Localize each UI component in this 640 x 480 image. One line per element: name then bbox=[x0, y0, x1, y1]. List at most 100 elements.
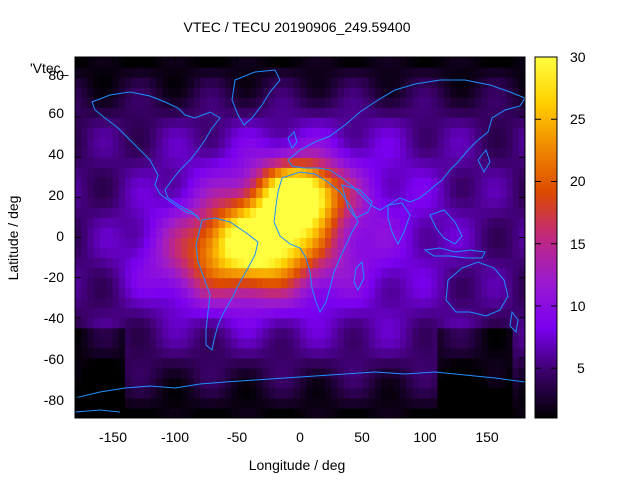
heatmap-cell bbox=[375, 147, 382, 158]
heatmap-cell bbox=[300, 67, 307, 78]
heatmap-cell bbox=[118, 297, 126, 309]
heatmap-cell bbox=[125, 247, 132, 259]
heatmap-cell bbox=[306, 137, 314, 148]
heatmap-cell bbox=[168, 387, 176, 399]
heatmap-cell bbox=[162, 107, 170, 118]
heatmap-cell bbox=[287, 407, 295, 418]
heatmap-cell bbox=[375, 107, 382, 118]
heatmap-cell bbox=[256, 367, 264, 379]
heatmap-cell bbox=[331, 407, 339, 418]
heatmap-cell bbox=[262, 187, 270, 198]
heatmap-cell bbox=[412, 177, 420, 188]
heatmap-cell bbox=[268, 297, 276, 309]
heatmap-cell bbox=[450, 267, 457, 279]
heatmap-cell bbox=[356, 177, 364, 188]
heatmap-cell bbox=[331, 247, 339, 259]
heatmap-cell bbox=[87, 257, 95, 269]
heatmap-cell bbox=[175, 137, 182, 148]
heatmap-cell bbox=[425, 207, 432, 219]
heatmap-cell bbox=[318, 247, 326, 259]
heatmap-cell bbox=[387, 107, 395, 118]
heatmap-cell bbox=[106, 157, 114, 168]
coastline-north-america bbox=[91, 91, 221, 221]
heatmap-cell bbox=[75, 287, 82, 299]
heatmap-cell bbox=[275, 177, 282, 188]
heatmap-cell bbox=[268, 77, 276, 88]
heatmap-cell bbox=[275, 327, 282, 339]
heatmap-cell bbox=[200, 237, 207, 249]
heatmap-cell bbox=[75, 197, 82, 209]
heatmap-cell bbox=[350, 247, 357, 259]
heatmap-cell bbox=[343, 167, 351, 178]
heatmap-cell bbox=[181, 367, 189, 379]
heatmap-cell bbox=[431, 287, 439, 299]
heatmap-cell bbox=[306, 97, 314, 108]
heatmap-cell bbox=[337, 227, 345, 239]
heatmap-cell bbox=[81, 197, 89, 209]
heatmap-cell bbox=[168, 167, 176, 178]
heatmap-cell bbox=[87, 267, 95, 279]
heatmap-cell bbox=[300, 97, 307, 108]
heatmap-cell bbox=[268, 397, 276, 409]
heatmap-cell bbox=[481, 337, 489, 349]
heatmap-cell bbox=[450, 217, 457, 229]
heatmap-cell bbox=[118, 217, 126, 229]
heatmap-cell bbox=[168, 377, 176, 389]
heatmap-cell bbox=[218, 67, 226, 78]
heatmap-cell bbox=[306, 407, 314, 418]
heatmap-cell bbox=[118, 307, 126, 319]
heatmap-cell bbox=[206, 217, 214, 229]
heatmap-cell bbox=[350, 287, 357, 299]
heatmap-cell bbox=[225, 197, 232, 209]
heatmap-cell bbox=[387, 397, 395, 409]
heatmap-cell bbox=[487, 87, 495, 98]
heatmap-cell bbox=[125, 337, 132, 349]
heatmap-cell bbox=[268, 207, 276, 219]
y-tick-label: 0 bbox=[56, 228, 64, 244]
heatmap-cell bbox=[75, 97, 82, 108]
heatmap-cell bbox=[193, 217, 201, 229]
heatmap-cell bbox=[193, 197, 201, 209]
heatmap-cell bbox=[500, 297, 507, 309]
heatmap-cell bbox=[200, 87, 207, 98]
heatmap-cell bbox=[275, 337, 282, 349]
heatmap-cell bbox=[325, 207, 332, 219]
heatmap-cell bbox=[181, 317, 189, 329]
heatmap-cell bbox=[475, 67, 482, 78]
heatmap-cell bbox=[368, 177, 376, 188]
heatmap-cell bbox=[300, 87, 307, 98]
heatmap-cell bbox=[300, 77, 307, 88]
heatmap-cell bbox=[287, 357, 295, 369]
heatmap-cell bbox=[168, 87, 176, 98]
heatmap-cell bbox=[381, 77, 389, 88]
heatmap-cell bbox=[181, 217, 189, 229]
heatmap-cell bbox=[262, 147, 270, 158]
heatmap-cell bbox=[143, 57, 151, 68]
heatmap-cell bbox=[118, 187, 126, 198]
coastline-eurasia bbox=[287, 79, 525, 211]
heatmap-cell bbox=[387, 407, 395, 418]
heatmap-cell bbox=[231, 377, 239, 389]
heatmap-cell bbox=[337, 77, 345, 88]
heatmap-cell bbox=[337, 317, 345, 329]
heatmap-cell bbox=[462, 337, 470, 349]
heatmap-cell bbox=[475, 167, 482, 178]
heatmap-cell bbox=[150, 197, 157, 209]
heatmap-cell bbox=[112, 187, 120, 198]
heatmap-cell bbox=[168, 187, 176, 198]
heatmap-cell bbox=[350, 227, 357, 239]
heatmap-cell bbox=[318, 207, 326, 219]
heatmap-cell bbox=[125, 77, 132, 88]
heatmap-cell bbox=[125, 127, 132, 138]
heatmap-cell bbox=[456, 77, 464, 88]
heatmap-cell bbox=[262, 137, 270, 148]
heatmap-cell bbox=[487, 207, 495, 219]
heatmap-cell bbox=[512, 397, 520, 409]
heatmap-cell bbox=[437, 57, 445, 68]
heatmap-cell bbox=[337, 107, 345, 118]
heatmap-cell bbox=[193, 267, 201, 279]
heatmap-cell bbox=[475, 177, 482, 188]
heatmap-cell bbox=[375, 357, 382, 369]
heatmap-cell bbox=[475, 267, 482, 279]
heatmap-cell bbox=[468, 177, 476, 188]
